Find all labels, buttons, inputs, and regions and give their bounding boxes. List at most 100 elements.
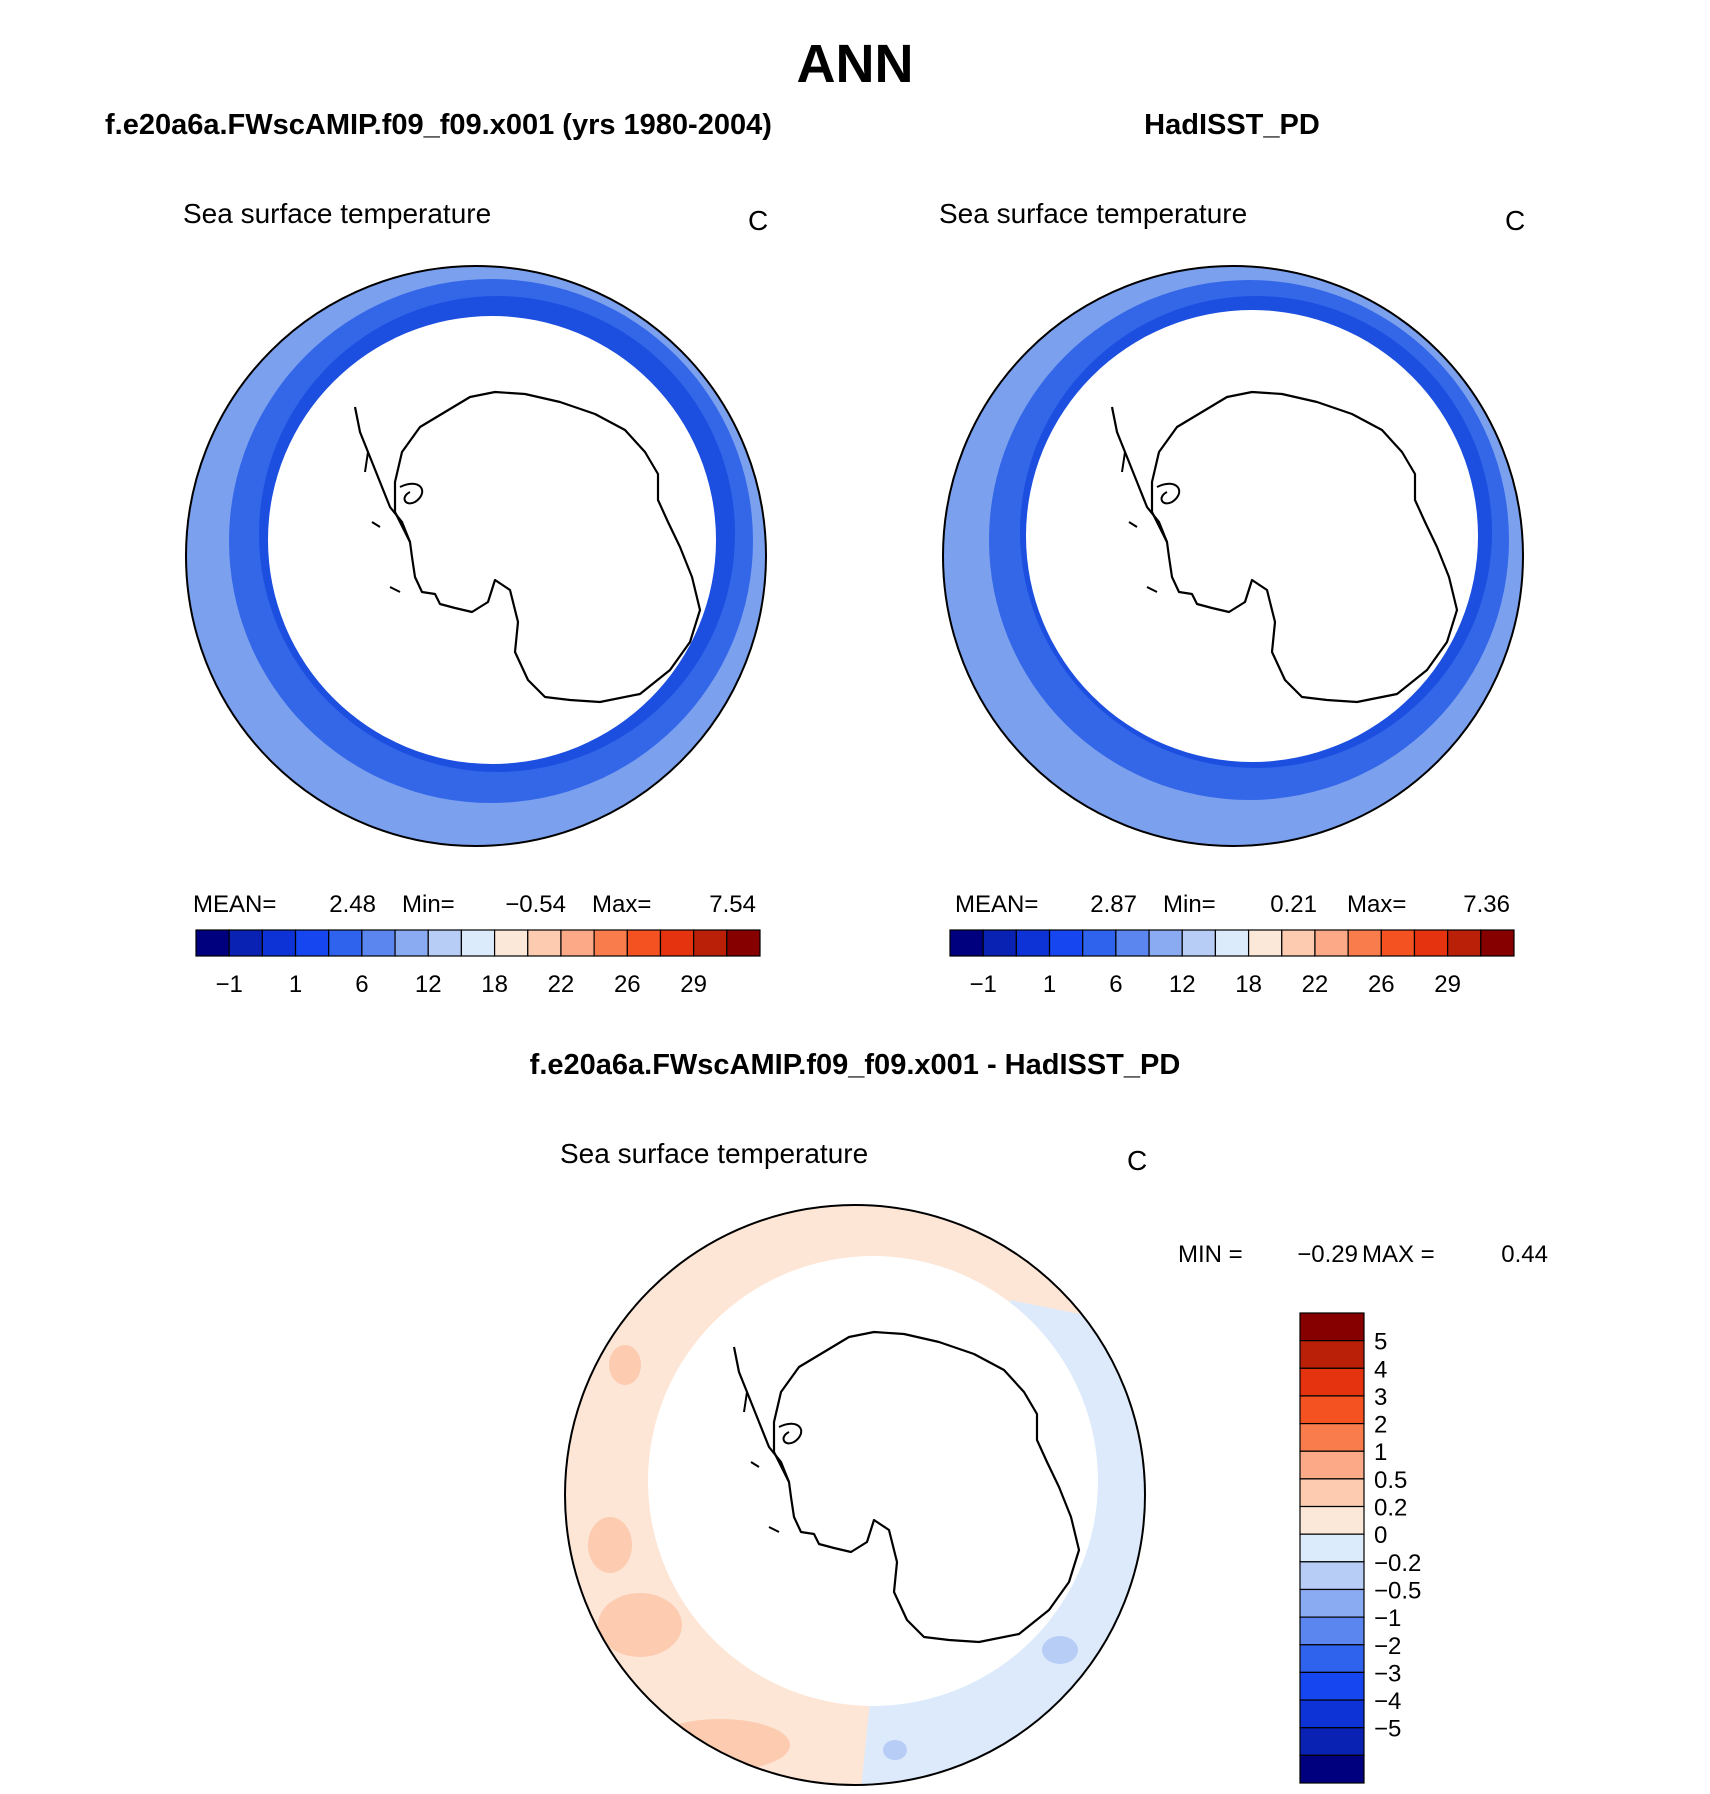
panel-diff-colorbar-swatch bbox=[1299, 1699, 1365, 1729]
panel-obs-colorbar-swatch bbox=[1082, 929, 1117, 957]
panel-obs-colorbar-swatch bbox=[1347, 929, 1382, 957]
panel-diff-colorbar-tick-label: −1 bbox=[1374, 1605, 1401, 1632]
panel-diff-title: f.e20a6a.FWscAMIP.f09_f09.x001 - HadISST… bbox=[530, 1049, 1181, 1081]
panel-model-title: f.e20a6a.FWscAMIP.f09_f09.x001 (yrs 1980… bbox=[105, 109, 772, 141]
panel-obs-colorbar-tick-label: 12 bbox=[1169, 971, 1196, 998]
panel-model-colorbar-swatch bbox=[493, 929, 529, 957]
panel-model-colorbar-tick-label: 22 bbox=[548, 971, 575, 998]
panel-diff-colorbar-tick-label: 3 bbox=[1374, 1384, 1387, 1411]
panel-obs-colorbar-swatch bbox=[1314, 929, 1349, 957]
panel-model-colorbar-tick-label: 29 bbox=[680, 971, 707, 998]
panel-obs-colorbar-swatch bbox=[1148, 929, 1183, 957]
panel-obs-colorbar-tick-label: 22 bbox=[1302, 971, 1329, 998]
panel-model-colorbar-swatch bbox=[195, 929, 230, 957]
panel-diff-colorbar-tick-label: 0.5 bbox=[1374, 1467, 1407, 1494]
panel-diff-colorbar-tick-label: 2 bbox=[1374, 1412, 1387, 1439]
panel-obs-colorbar-tick-label: −1 bbox=[969, 971, 996, 998]
panel-diff-colorbar-tick-label: 4 bbox=[1374, 1356, 1387, 1383]
panel-obs-colorbar-swatch bbox=[1247, 929, 1283, 957]
panel-diff-colorbar-tick-label: −0.5 bbox=[1374, 1577, 1421, 1604]
panel-obs-colorbar-swatch bbox=[982, 929, 1017, 957]
panel-obs-colorbar-swatch bbox=[1380, 929, 1416, 957]
panel-model-colorbar-swatch bbox=[726, 929, 761, 957]
panel-obs-units: C bbox=[1505, 205, 1525, 236]
panel-model-colorbar-swatch bbox=[460, 929, 496, 957]
panel-obs-colorbar-tick-label: 18 bbox=[1235, 971, 1262, 998]
panel-model-colorbar: −1 1 6 12 18 22 26 29 bbox=[195, 929, 761, 998]
panel-obs-mean-label: MEAN= bbox=[955, 891, 1038, 918]
panel-diff-map bbox=[565, 1205, 1145, 1785]
panel-model-max: 7.54 bbox=[709, 891, 756, 918]
panel-diff-colorbar-swatch bbox=[1299, 1340, 1365, 1369]
panel-diff-colorbar-swatch bbox=[1299, 1533, 1365, 1563]
panel-obs-colorbar-tick-label: 6 bbox=[1109, 971, 1122, 998]
panel-obs-colorbar-swatch bbox=[949, 929, 984, 957]
panel-model-mean: 2.48 bbox=[329, 891, 376, 918]
panel-model-colorbar-tick-label: 1 bbox=[289, 971, 302, 998]
panel-obs-colorbar-swatch bbox=[1015, 929, 1051, 957]
panel-diff-colorbar-swatch bbox=[1299, 1450, 1365, 1480]
panel-obs-title: HadISST_PD bbox=[1144, 109, 1320, 141]
panel-diff-map-border bbox=[564, 1204, 1146, 1786]
panel-diff-max: 0.44 bbox=[1501, 1241, 1548, 1268]
panel-obs-colorbar-tick-label: 29 bbox=[1434, 971, 1461, 998]
panel-obs-colorbar-swatch bbox=[1181, 929, 1217, 957]
panel-model-colorbar-swatch bbox=[560, 929, 595, 957]
panel-diff-variable: Sea surface temperature bbox=[560, 1138, 868, 1169]
panel-diff-colorbar-tick-label: −2 bbox=[1374, 1633, 1401, 1660]
panel-diff-colorbar-swatch bbox=[1299, 1727, 1365, 1756]
panel-diff: f.e20a6a.FWscAMIP.f09_f09.x001 - HadISST… bbox=[530, 1049, 1548, 1786]
panel-model-map-border bbox=[185, 265, 767, 847]
panel-diff-colorbar-swatch bbox=[1299, 1505, 1365, 1535]
panel-obs-variable: Sea surface temperature bbox=[939, 198, 1247, 229]
panel-model-colorbar-swatch bbox=[294, 929, 330, 957]
panel-diff-colorbar-swatch bbox=[1299, 1312, 1365, 1342]
panel-diff-colorbar-swatch bbox=[1299, 1616, 1365, 1646]
panel-model-colorbar-tick-label: 26 bbox=[614, 971, 641, 998]
panel-diff-colorbar-swatch bbox=[1299, 1422, 1365, 1452]
panel-model-colorbar-swatch bbox=[394, 929, 429, 957]
panel-diff-colorbar-swatch bbox=[1299, 1478, 1365, 1508]
panel-model-variable: Sea surface temperature bbox=[183, 198, 491, 229]
panel-model-colorbar-swatch bbox=[527, 929, 562, 957]
panel-diff-colorbar-swatch bbox=[1299, 1395, 1365, 1425]
panel-obs-colorbar-swatch bbox=[1447, 929, 1482, 957]
panel-obs-colorbar-swatch bbox=[1214, 929, 1250, 957]
panel-model-colorbar-swatch bbox=[659, 929, 695, 957]
panel-model-colorbar-swatch bbox=[626, 929, 662, 957]
panel-model-map bbox=[186, 266, 766, 846]
panel-diff-min-label: MIN = bbox=[1178, 1241, 1243, 1268]
panel-diff-colorbar-tick-label: −4 bbox=[1374, 1688, 1401, 1715]
panel-model-mean-label: MEAN= bbox=[193, 891, 276, 918]
panel-diff-colorbar-tick-label: −5 bbox=[1374, 1716, 1401, 1743]
panel-diff-colorbar-tick-label: 1 bbox=[1374, 1439, 1387, 1466]
panel-diff-colorbar-tick-label: 0.2 bbox=[1374, 1495, 1407, 1522]
panel-model-colorbar-swatch bbox=[361, 929, 396, 957]
panel-diff-colorbar-tick-label: −0.2 bbox=[1374, 1550, 1421, 1577]
panel-model-colorbar-tick-label: −1 bbox=[215, 971, 242, 998]
panel-obs-map bbox=[943, 266, 1523, 846]
panel-obs: HadISST_PD Sea surface temperature C MEA… bbox=[939, 109, 1525, 998]
panel-obs-max-label: Max= bbox=[1347, 891, 1406, 918]
panel-diff-colorbar-swatch bbox=[1299, 1367, 1365, 1397]
panel-diff-colorbar-tick-label: 5 bbox=[1374, 1329, 1387, 1356]
panel-model-max-label: Max= bbox=[592, 891, 651, 918]
panel-obs-mean: 2.87 bbox=[1090, 891, 1137, 918]
panel-obs-min: 0.21 bbox=[1270, 891, 1317, 918]
panel-model-colorbar-swatch bbox=[228, 929, 263, 957]
panel-model-colorbar-tick-label: 18 bbox=[481, 971, 508, 998]
panel-diff-colorbar-swatch bbox=[1299, 1644, 1365, 1674]
panel-obs-colorbar-swatch bbox=[1413, 929, 1449, 957]
panel-model-colorbar-tick-label: 12 bbox=[415, 971, 442, 998]
panel-diff-min: −0.29 bbox=[1297, 1241, 1358, 1268]
panel-obs-colorbar-swatch bbox=[1480, 929, 1515, 957]
panel-diff-max-label: MAX = bbox=[1362, 1241, 1435, 1268]
panel-diff-colorbar-swatch bbox=[1299, 1671, 1365, 1701]
panel-obs-colorbar-swatch bbox=[1281, 929, 1316, 957]
panel-obs-colorbar-tick-label: 26 bbox=[1368, 971, 1395, 998]
panel-model-min: −0.54 bbox=[505, 891, 566, 918]
panel-model-units: C bbox=[748, 205, 768, 236]
panel-diff-colorbar-swatch bbox=[1299, 1754, 1365, 1784]
panel-model-colorbar-swatch bbox=[328, 929, 363, 957]
